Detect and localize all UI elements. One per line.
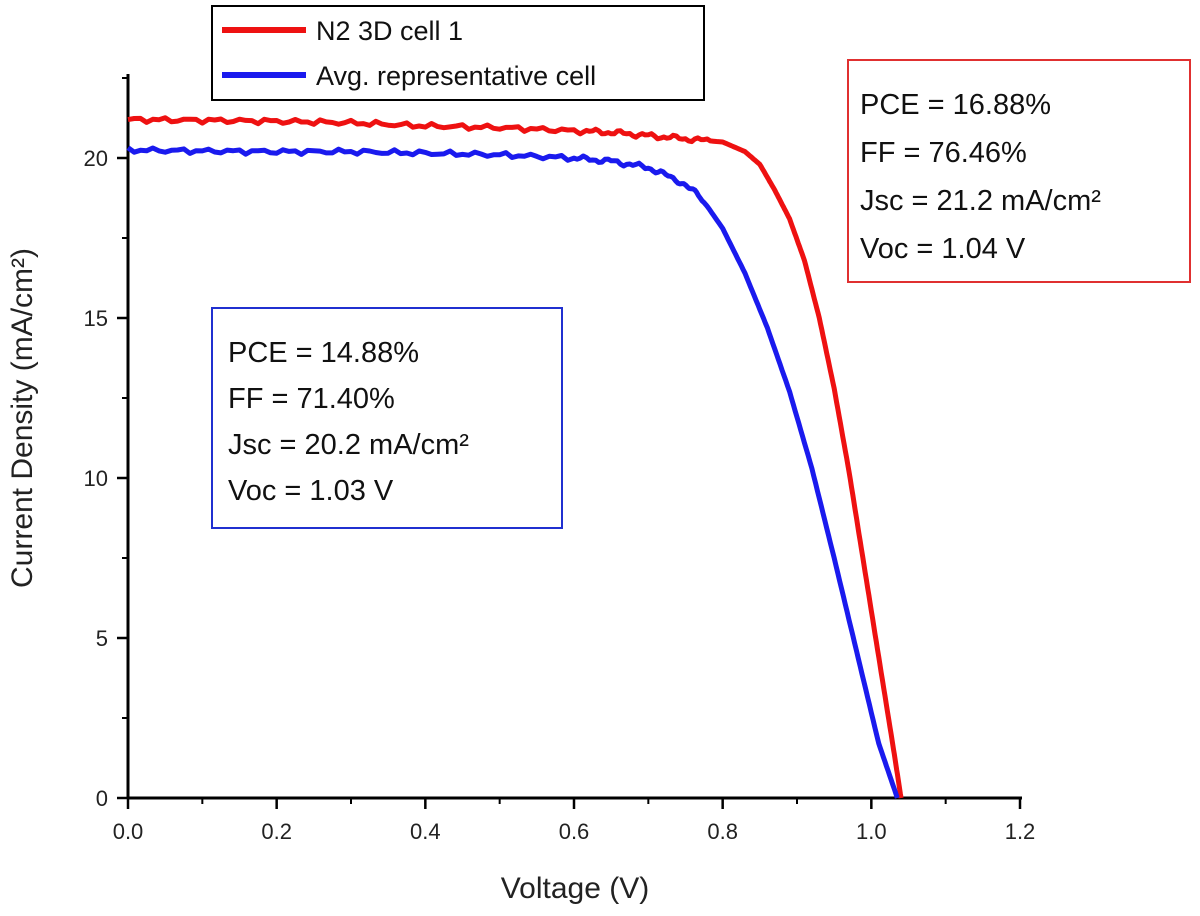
x-tick-label: 1.2 [1005, 819, 1036, 844]
ticks [117, 77, 1022, 809]
annotation-blue-jsc: Jsc = 20.2 mA/cm² [228, 429, 469, 461]
y-tick-label: 0 [96, 786, 108, 811]
x-axis-title: Voltage (V) [501, 872, 649, 905]
legend-frame [211, 5, 705, 101]
y-tick-label: 10 [84, 466, 108, 491]
x-tick-label: 1.0 [856, 819, 887, 844]
annotation-red-jsc: Jsc = 21.2 mA/cm² [860, 185, 1101, 217]
annotation-blue-ff: FF = 71.40% [228, 383, 395, 415]
y-axis-title: Current Density (mA/cm²) [6, 248, 39, 588]
x-tick-label: 0.2 [261, 819, 292, 844]
series-line-red [127, 115, 904, 799]
annotation-red-frame [847, 59, 1191, 283]
annotation-red-ff: FF = 76.46% [860, 137, 1027, 169]
series-line-blue [126, 145, 900, 799]
legend: N2 3D cell 1 Avg. representative cell [211, 5, 705, 101]
annotation-red-pce: PCE = 16.88% [860, 89, 1051, 121]
x-tick-label: 0.8 [707, 819, 738, 844]
annotation-red-voc: Voc = 1.04 V [860, 233, 1026, 265]
annotation-blue-frame [211, 307, 563, 529]
annotation-blue: PCE = 14.88% FF = 71.40% Jsc = 20.2 mA/c… [211, 307, 563, 529]
y-tick-label: 5 [96, 626, 108, 651]
y-tick-label: 15 [84, 306, 108, 331]
x-tick-label: 0.6 [559, 819, 590, 844]
legend-label-blue: Avg. representative cell [316, 61, 596, 91]
legend-label-red: N2 3D cell 1 [316, 16, 463, 46]
tick-labels: 0.0 0.2 0.4 0.6 0.8 1.0 1.2 0 5 10 15 20 [84, 146, 1036, 844]
x-tick-label: 0.0 [113, 819, 144, 844]
y-tick-label: 20 [84, 146, 108, 171]
series-lines [126, 115, 904, 799]
x-tick-label: 0.4 [410, 819, 441, 844]
annotation-blue-pce: PCE = 14.88% [228, 337, 419, 369]
annotation-red: PCE = 16.88% FF = 76.46% Jsc = 21.2 mA/c… [847, 59, 1191, 283]
annotation-blue-voc: Voc = 1.03 V [228, 475, 394, 507]
